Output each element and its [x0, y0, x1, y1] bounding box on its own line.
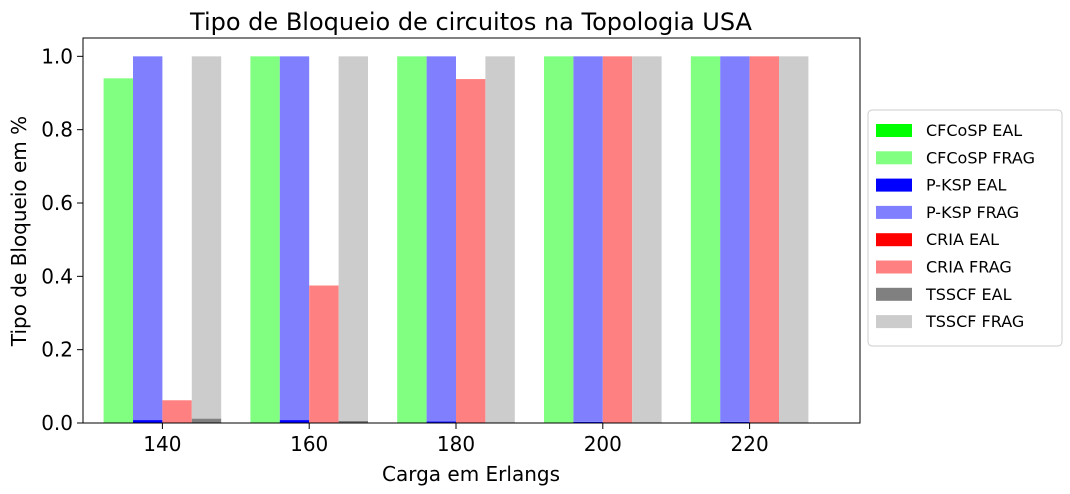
- legend-swatch: [876, 178, 912, 192]
- x-tick-label: 140: [143, 432, 181, 456]
- legend: CFCoSP EAL CFCoSP FRAG P-KSP EAL P-KSP FRAG…: [867, 109, 1063, 347]
- bar-tsscf-frag-140: [191, 56, 222, 419]
- bar-p-ksp-eal-160: [279, 420, 310, 423]
- legend-entry: TSSCF EAL: [925, 285, 1012, 304]
- legend-entry: CRIA FRAG: [926, 258, 1012, 277]
- bar-p-ksp-frag-180: [426, 56, 456, 422]
- legend-swatch: [876, 315, 912, 329]
- y-axis-label: Tipo de Bloqueio em %: [7, 116, 31, 347]
- legend-swatch: [876, 233, 912, 247]
- x-axis-label: Carga em Erlangs: [382, 462, 560, 486]
- y-tick-label: 0.6: [41, 191, 73, 215]
- legend-swatch: [876, 260, 912, 274]
- bar-tsscf-frag-220: [779, 56, 809, 423]
- legend-swatch: [876, 205, 912, 219]
- y-tick-label: 0.0: [41, 411, 73, 435]
- x-tick-label: 220: [731, 432, 769, 456]
- legend-entry: CFCoSP EAL: [926, 121, 1022, 140]
- bar-tsscf-frag-180: [485, 56, 515, 423]
- bar-cfcosp-frag-200: [544, 56, 574, 423]
- bar-cria-frag-180: [456, 79, 486, 424]
- bar-p-ksp-frag-220: [720, 56, 750, 422]
- bar-p-ksp-eal-220: [720, 421, 750, 423]
- x-tick-label: 160: [290, 432, 328, 456]
- legend-entry: P-KSP EAL: [926, 176, 1007, 195]
- x-tick-label: 180: [437, 432, 475, 456]
- bar-p-ksp-frag-160: [279, 56, 310, 421]
- bar-cfcosp-frag-140: [103, 78, 133, 423]
- bar-p-ksp-frag-200: [573, 56, 603, 422]
- legend-swatch: [876, 124, 912, 137]
- bar-cria-frag-200: [602, 56, 633, 423]
- bar-cria-frag-140: [162, 400, 192, 423]
- y-tick-label: 0.2: [41, 338, 73, 362]
- bar-cria-frag-220: [749, 56, 779, 423]
- y-tick-label: 0.8: [41, 118, 73, 142]
- bar-tsscf-frag-160: [338, 56, 368, 421]
- bar-cfcosp-frag-180: [397, 56, 427, 423]
- bar-cfcosp-frag-160: [250, 56, 280, 423]
- y-tick-label: 0.4: [41, 264, 73, 288]
- legend-entry: TSSCF FRAG: [925, 312, 1024, 331]
- x-tick-label: 200: [584, 432, 622, 456]
- legend-swatch: [876, 151, 912, 165]
- bar-p-ksp-eal-140: [133, 420, 163, 423]
- bar-p-ksp-frag-140: [133, 56, 163, 421]
- bar-tsscf-frag-200: [632, 56, 662, 423]
- legend-swatch: [876, 287, 912, 301]
- chart-title: Tipo de Bloqueio de circuitos na Topolog…: [189, 8, 752, 36]
- bar-tsscf-eal-160: [338, 420, 368, 423]
- plot-area: 0.0 0.2 0.4 0.6 0.8 1.0 140 160 180 200 220: [41, 37, 861, 456]
- bar-p-ksp-eal-180: [426, 421, 456, 423]
- legend-entry: P-KSP FRAG: [926, 203, 1019, 222]
- legend-entry: CFCoSP FRAG: [926, 148, 1035, 167]
- y-tick-label: 1.0: [41, 44, 73, 68]
- bar-tsscf-eal-140: [191, 418, 222, 423]
- legend-box: [867, 109, 1063, 347]
- plot-frame: [82, 37, 861, 424]
- bar-cria-frag-160: [309, 285, 339, 423]
- bar-cfcosp-frag-220: [690, 56, 721, 423]
- legend-entry: CRIA EAL: [926, 230, 999, 249]
- bar-p-ksp-eal-200: [573, 421, 603, 423]
